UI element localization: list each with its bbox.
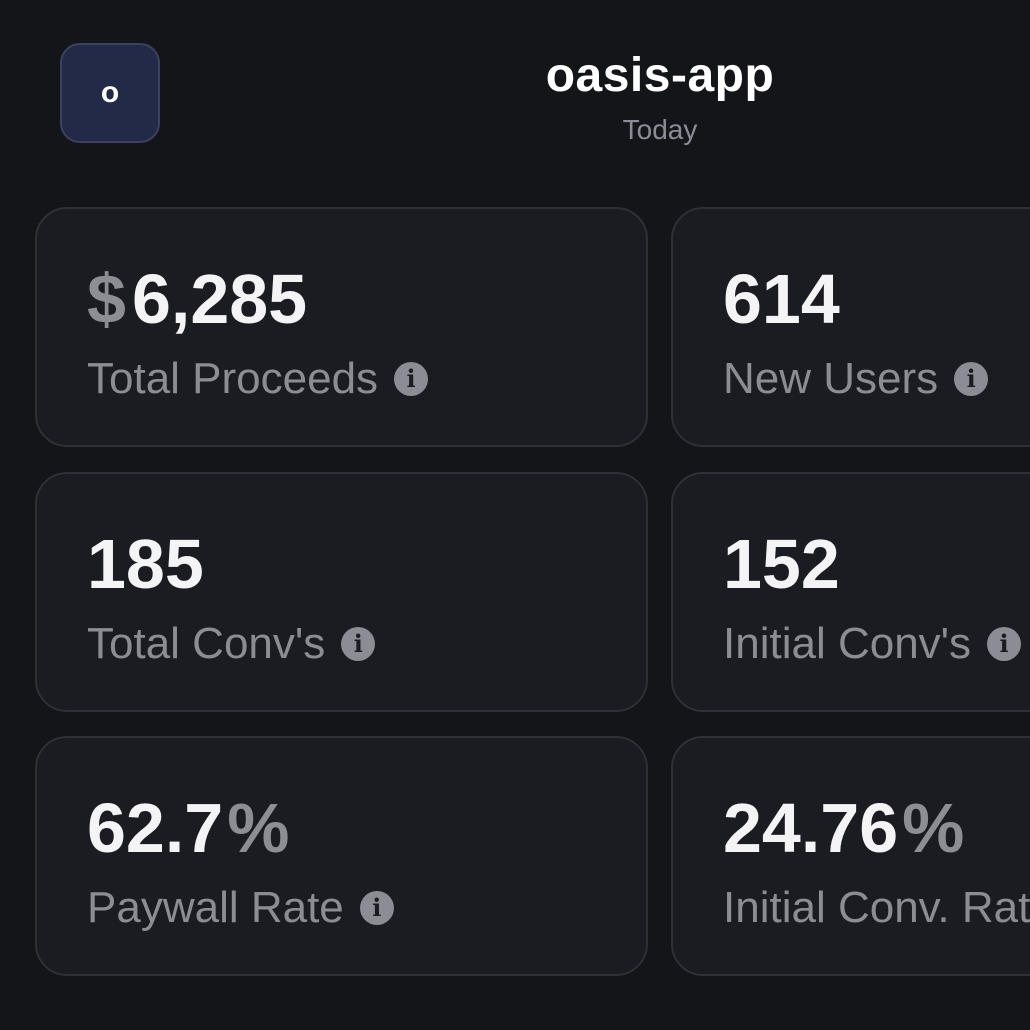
page-title: oasis-app [545,49,775,102]
info-icon[interactable]: i [394,362,429,396]
app-avatar-letter: o [100,76,120,109]
metric-card-total-convs[interactable]: 185 Total Conv's i [35,472,648,712]
period-label[interactable]: Today [622,114,698,145]
info-icon[interactable]: i [987,627,1022,661]
metric-label-text: Initial Conv's [723,619,972,668]
metric-value: 185 [87,522,204,606]
metric-label: Initial Conv. Rate i [723,882,1030,934]
metric-number: 152 [723,525,840,603]
percent-unit: % [227,789,290,867]
metric-label: Paywall Rate i [87,882,394,934]
metric-label-text: Initial Conv. Rate [723,883,1030,932]
info-icon[interactable]: i [954,362,989,396]
metric-card-paywall-rate[interactable]: 62.7% Paywall Rate i [35,736,648,976]
metric-number: 614 [723,260,840,338]
metric-card-initial-conv-rate[interactable]: 24.76% Initial Conv. Rate i [671,736,1030,976]
metric-label: Initial Conv's i [723,618,1022,670]
metric-number: 62.7 [87,789,224,867]
metric-value: 152 [723,522,840,606]
metric-value: 24.76% [723,786,964,870]
metric-number: 24.76 [723,789,899,867]
metric-card-total-proceeds[interactable]: $6,285 Total Proceeds i [35,207,648,447]
info-icon[interactable]: i [341,627,376,661]
metric-number: 6,285 [131,260,308,338]
metric-label-text: Total Proceeds [87,354,379,403]
metric-label-text: New Users [723,354,939,403]
metric-card-new-users[interactable]: 614 New Users i [671,207,1030,447]
metric-value: 614 [723,257,840,341]
app-avatar-button[interactable]: o [60,43,160,143]
metric-label-text: Total Conv's [87,619,326,668]
percent-unit: % [902,789,965,867]
metric-value: 62.7% [87,786,290,870]
metric-number: 185 [87,525,204,603]
metric-label: Total Proceeds i [87,353,429,405]
metric-label: New Users i [723,353,989,405]
metric-card-initial-convs[interactable]: 152 Initial Conv's i [671,472,1030,712]
metric-label-text: Paywall Rate [87,883,344,932]
currency-symbol: $ [87,260,126,338]
info-icon[interactable]: i [359,891,394,925]
metric-label: Total Conv's i [87,618,376,670]
metric-value: $6,285 [87,257,307,341]
